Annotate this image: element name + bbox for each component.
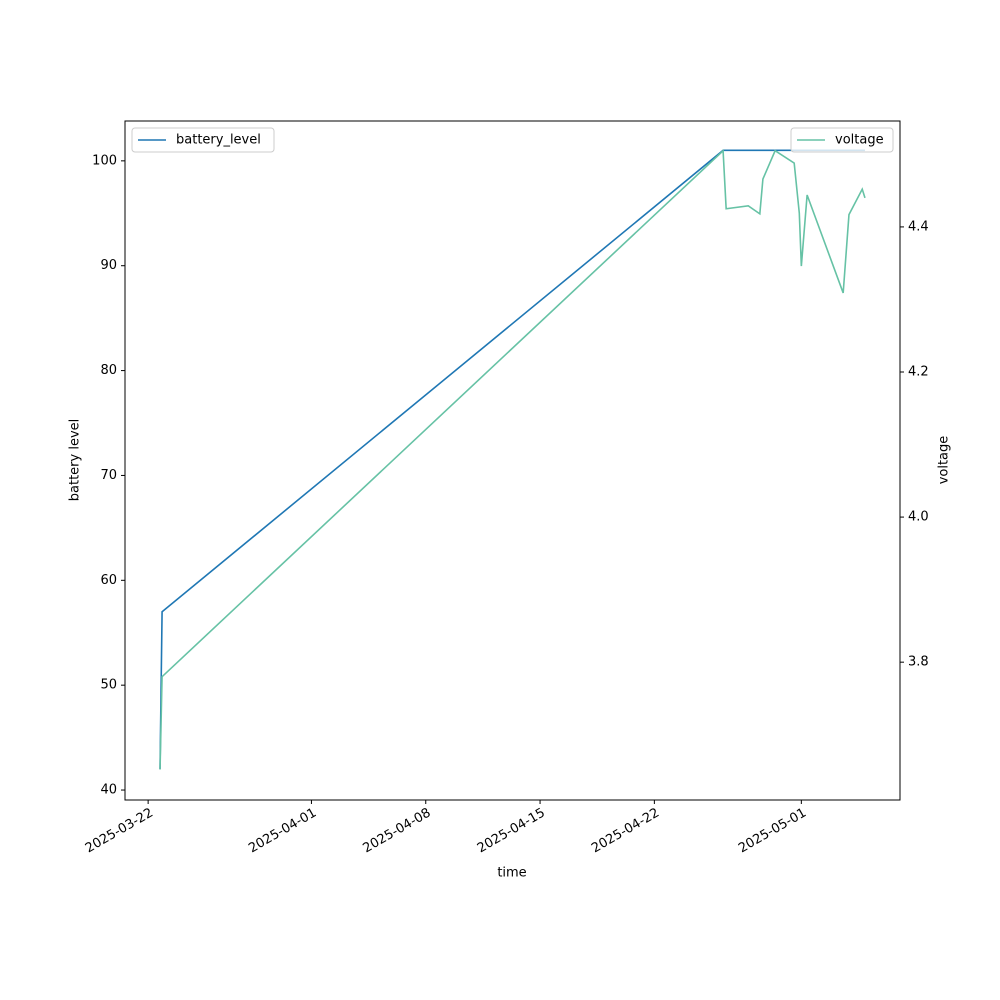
plot-frame [124,120,901,801]
y-tick-label: 100 [92,153,117,168]
legend-label: battery_level [176,133,261,148]
y-tick-label: 90 [100,258,117,273]
y-axis-label: battery level [68,419,83,502]
y-tick-label: 80 [100,363,117,378]
line-series [159,148,866,770]
legend-box [131,127,275,153]
y-tick-label: 70 [100,468,117,483]
y-tick-label: 60 [100,573,117,588]
legend-label: voltage [835,133,884,148]
legend-box [790,127,894,153]
y-tick-label: 40 [100,783,117,798]
x-axis-label: time [497,866,526,881]
y2-tick-label: 4.4 [908,219,929,234]
y2-tick-label: 3.8 [908,655,929,670]
y2-tick-label: 4.2 [908,364,929,379]
y2-tick-label: 4.0 [908,510,929,525]
y-tick-label: 50 [100,678,117,693]
y2-axis-label: voltage [937,436,952,485]
